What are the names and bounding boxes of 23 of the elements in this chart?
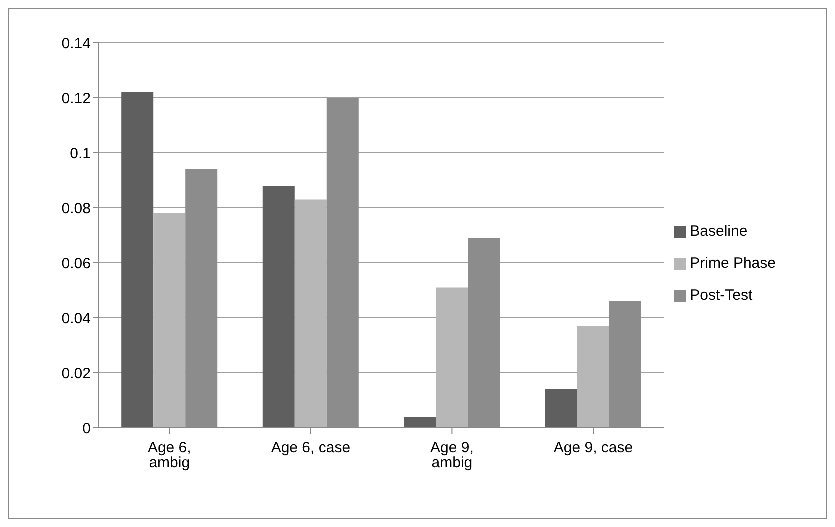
legend-label: Post-Test — [690, 286, 753, 304]
bar — [294, 200, 327, 428]
bar — [404, 417, 436, 428]
y-tick-label: 0 — [82, 420, 91, 438]
x-tick-label: Age 9, ambig — [430, 440, 474, 472]
x-tick-label: Age 6, case — [271, 440, 351, 457]
y-tick-label: 0.04 — [62, 310, 91, 328]
legend-label: Baseline — [690, 222, 748, 240]
x-tick-label: Age 6, ambig — [148, 440, 192, 472]
y-tick-label: 0.02 — [62, 365, 91, 382]
bar — [545, 390, 578, 428]
bar — [577, 326, 610, 428]
bar — [154, 214, 186, 428]
y-tick-label: 0.12 — [62, 90, 91, 108]
bar — [122, 92, 154, 428]
y-tick-label: 0.14 — [62, 35, 91, 52]
bar — [436, 288, 468, 428]
legend-label: Prime Phase — [690, 254, 776, 272]
y-tick-label: 0.08 — [62, 200, 91, 218]
x-tick-label: Age 9, case — [554, 440, 634, 457]
bar — [262, 186, 295, 428]
y-tick-label: 0.06 — [62, 255, 91, 272]
y-tick-label: 0.1 — [70, 145, 91, 162]
